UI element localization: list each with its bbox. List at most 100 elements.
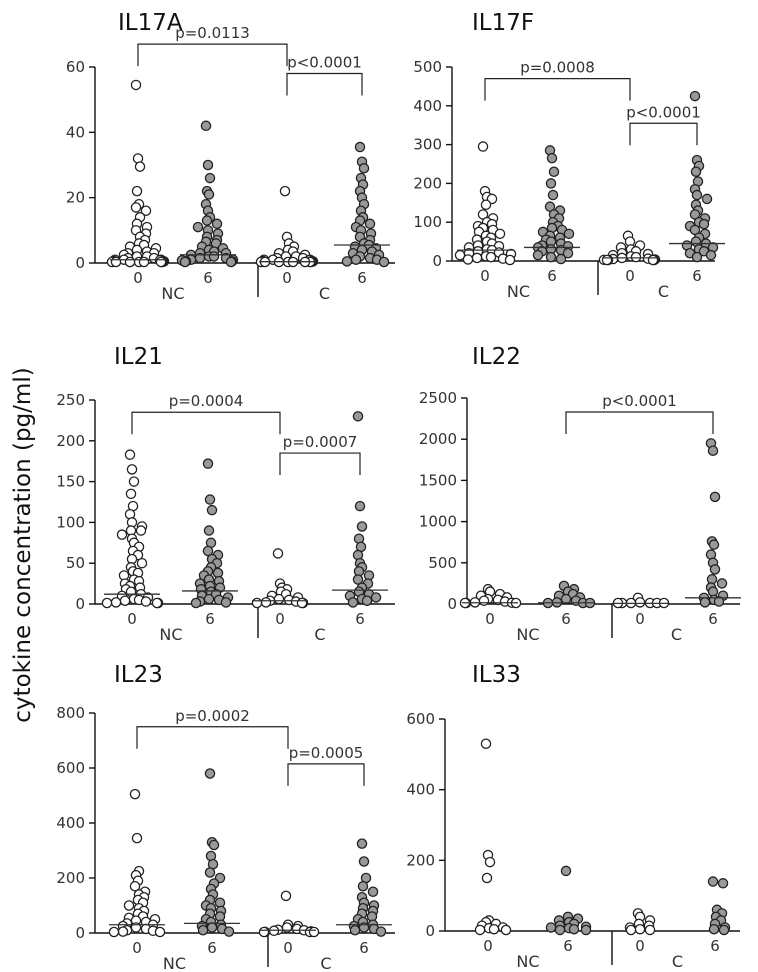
data-point bbox=[140, 596, 152, 607]
panel-title: IL33 bbox=[472, 662, 521, 688]
x-tick-label: 0 bbox=[635, 610, 645, 628]
x-tick-label: 0 bbox=[480, 267, 490, 285]
significance-bracket bbox=[565, 411, 714, 435]
data-point bbox=[258, 926, 270, 938]
significance-bracket bbox=[286, 72, 363, 96]
y-tick-label: 2500 bbox=[419, 389, 457, 407]
data-point bbox=[308, 926, 320, 938]
group-label: NC bbox=[516, 952, 539, 971]
x-tick-label: 0 bbox=[132, 939, 142, 957]
data-point bbox=[202, 458, 214, 469]
data-point bbox=[354, 500, 366, 512]
panel-title: IL21 bbox=[114, 344, 163, 370]
significance-bracket bbox=[136, 726, 289, 749]
group-label: C bbox=[671, 625, 682, 644]
data-point bbox=[211, 218, 223, 230]
data-point bbox=[562, 247, 574, 259]
y-tick-label: 0 bbox=[75, 924, 85, 942]
y-tick-label: 40 bbox=[66, 123, 85, 141]
y-tick-label: 100 bbox=[56, 513, 85, 531]
data-point bbox=[155, 256, 167, 268]
x-tick-label: 6 bbox=[710, 937, 720, 955]
data-point bbox=[707, 876, 719, 887]
data-point bbox=[356, 521, 368, 532]
x-tick-label: 6 bbox=[708, 610, 718, 628]
y-tick-label: 1000 bbox=[419, 513, 457, 531]
x-tick-label: 6 bbox=[207, 939, 217, 957]
y-tick-label: 0 bbox=[447, 595, 457, 613]
data-point bbox=[136, 557, 148, 569]
x-tick-label: 6 bbox=[547, 267, 557, 285]
data-point bbox=[560, 593, 572, 605]
y-tick-label: 800 bbox=[56, 704, 85, 722]
data-point bbox=[634, 597, 646, 608]
data-point bbox=[545, 251, 557, 263]
data-point bbox=[273, 593, 285, 605]
panel-il23: IL23 0 200 400 600 800 0 6 0 6 NC Cp=0.0002 p=0.0005 bbox=[56, 662, 395, 972]
y-tick-label: 100 bbox=[413, 213, 442, 231]
group-label: NC bbox=[507, 282, 530, 301]
panel-title: IL17A bbox=[118, 10, 183, 36]
y-tick-label: 400 bbox=[406, 781, 435, 799]
data-point bbox=[131, 832, 143, 844]
group-label: NC bbox=[163, 954, 186, 972]
p-value-label: p<0.0001 bbox=[287, 54, 362, 72]
x-tick-label: 0 bbox=[127, 610, 137, 628]
data-point bbox=[474, 924, 486, 936]
data-point bbox=[358, 856, 370, 867]
data-point bbox=[691, 251, 703, 263]
data-point bbox=[251, 597, 263, 609]
data-point bbox=[349, 925, 361, 936]
data-point bbox=[532, 249, 544, 261]
data-point bbox=[119, 595, 131, 606]
p-value-label: p<0.0001 bbox=[626, 103, 701, 121]
x-tick-label: 6 bbox=[357, 269, 367, 287]
data-point bbox=[208, 839, 220, 851]
y-tick-label: 50 bbox=[66, 554, 85, 572]
data-point bbox=[484, 856, 496, 868]
data-point bbox=[135, 525, 147, 536]
significance-bracket bbox=[629, 122, 698, 146]
data-point bbox=[179, 256, 191, 268]
data-point bbox=[279, 185, 291, 197]
data-point bbox=[151, 597, 163, 609]
panel-il33: IL33 0 200 400 600 0 6 0 6 NC C bbox=[406, 662, 740, 971]
data-point bbox=[375, 926, 387, 937]
data-point bbox=[116, 529, 128, 540]
data-point bbox=[545, 922, 557, 933]
data-point bbox=[124, 256, 136, 268]
data-point bbox=[203, 525, 215, 536]
x-tick-label: 0 bbox=[133, 269, 143, 287]
x-tick-label: 6 bbox=[359, 939, 369, 957]
data-point bbox=[220, 597, 232, 608]
data-point bbox=[358, 163, 370, 174]
data-point bbox=[140, 205, 152, 216]
data-point bbox=[204, 768, 216, 779]
y-axis-label: cytokine concentration (pg/ml) bbox=[10, 367, 36, 722]
data-point bbox=[125, 488, 137, 500]
data-point bbox=[548, 166, 560, 178]
data-point bbox=[361, 595, 373, 606]
data-point bbox=[272, 548, 284, 559]
data-point bbox=[367, 886, 379, 898]
y-tick-label: 600 bbox=[56, 759, 85, 777]
data-point bbox=[354, 141, 366, 153]
data-point bbox=[709, 564, 721, 575]
data-point bbox=[352, 411, 364, 422]
data-point bbox=[713, 596, 725, 607]
data-point bbox=[485, 251, 497, 263]
data-point bbox=[197, 925, 209, 936]
x-tick-label: 0 bbox=[483, 937, 493, 955]
data-point bbox=[718, 924, 730, 936]
data-point bbox=[554, 924, 566, 936]
data-point bbox=[601, 254, 613, 266]
data-point bbox=[545, 178, 557, 189]
data-point bbox=[708, 923, 720, 935]
data-point bbox=[691, 189, 703, 201]
y-tick-label: 20 bbox=[66, 189, 85, 207]
data-point bbox=[481, 872, 493, 884]
group-label: NC bbox=[516, 625, 539, 644]
group-label: C bbox=[672, 952, 683, 971]
data-point bbox=[634, 923, 646, 935]
x-tick-label: 6 bbox=[203, 269, 213, 287]
